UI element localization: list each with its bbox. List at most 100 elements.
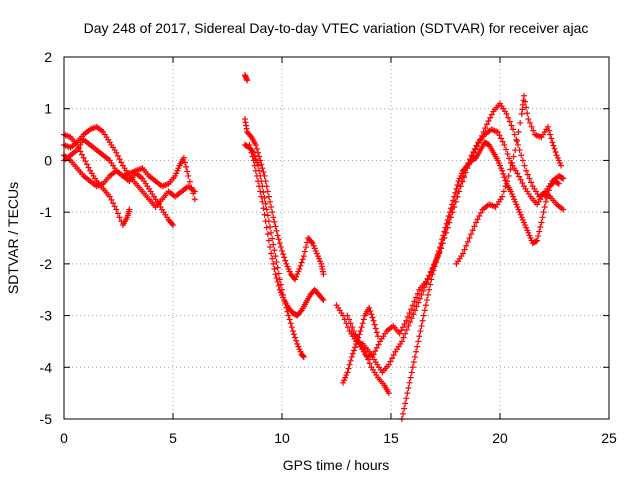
data-point	[396, 330, 403, 337]
data-point	[168, 220, 175, 227]
data-point	[538, 219, 545, 226]
series-track-11	[348, 328, 392, 397]
data-point	[413, 348, 420, 355]
data-point	[411, 353, 418, 360]
data-point	[432, 259, 439, 266]
data-point	[293, 337, 300, 344]
data-point	[272, 253, 279, 260]
data-point	[405, 384, 412, 391]
data-point	[399, 324, 406, 331]
data-point	[273, 258, 280, 265]
data-point	[390, 352, 397, 359]
data-point	[269, 235, 276, 242]
data-point	[403, 317, 410, 324]
series-track-12	[340, 304, 381, 386]
data-point	[501, 174, 508, 181]
data-point	[429, 271, 436, 278]
data-point	[259, 165, 266, 172]
data-point	[399, 410, 406, 417]
data-point	[425, 291, 432, 298]
x-tick-label: 5	[169, 430, 177, 446]
data-point	[551, 145, 558, 152]
data-point	[186, 178, 193, 185]
data-point	[421, 307, 428, 314]
data-point	[445, 213, 452, 220]
data-point	[430, 267, 437, 274]
data-point	[487, 114, 494, 121]
data-point	[287, 320, 294, 327]
data-point	[426, 286, 433, 293]
data-point	[558, 162, 565, 169]
data-point	[452, 189, 459, 196]
data-point	[540, 209, 547, 216]
data-point	[510, 153, 517, 160]
data-point	[286, 316, 293, 323]
data-point	[270, 241, 277, 248]
data-point	[526, 175, 533, 182]
data-point	[366, 360, 373, 367]
data-point	[424, 275, 431, 282]
data-point	[260, 189, 267, 196]
data-point	[358, 324, 365, 331]
data-point	[296, 266, 303, 273]
data-point	[346, 361, 353, 368]
x-axis-label: GPS time / hours	[283, 457, 390, 473]
data-point	[514, 170, 521, 177]
data-point	[418, 291, 425, 298]
data-point	[275, 282, 282, 289]
data-point	[416, 295, 423, 302]
data-point	[502, 183, 509, 190]
data-point	[270, 260, 277, 267]
data-point	[78, 151, 85, 158]
data-point	[385, 390, 392, 397]
data-point	[426, 272, 433, 279]
data-point	[471, 223, 478, 230]
data-point	[267, 198, 274, 205]
data-point	[345, 365, 352, 372]
data-point	[500, 188, 507, 195]
data-point	[352, 344, 359, 351]
data-point	[371, 321, 378, 328]
data-point	[347, 320, 354, 327]
data-point	[519, 180, 526, 187]
data-point	[459, 250, 466, 257]
data-point	[488, 111, 495, 118]
data-point	[536, 228, 543, 235]
axis-ticks	[63, 56, 610, 420]
series-track-2	[61, 152, 176, 229]
data-point	[118, 159, 125, 166]
data-point	[466, 235, 473, 241]
data-point	[406, 309, 413, 316]
y-axis-label: SDTVAR / TECUs	[5, 182, 21, 294]
data-point	[273, 227, 280, 234]
data-point	[285, 312, 292, 319]
data-point	[262, 218, 269, 225]
data-point	[253, 159, 260, 166]
data-point	[126, 206, 133, 213]
data-point	[271, 266, 278, 273]
data-point	[431, 263, 438, 270]
data-point	[511, 131, 518, 138]
series-track-5	[241, 72, 251, 84]
data-point	[407, 374, 414, 381]
data-point	[434, 251, 441, 258]
data-point	[308, 238, 315, 245]
data-point	[267, 244, 274, 251]
data-point	[415, 299, 422, 306]
data-point	[542, 198, 549, 205]
data-point	[264, 231, 271, 238]
data-point	[506, 155, 513, 162]
data-point	[539, 214, 546, 221]
data-point	[422, 302, 429, 309]
data-point	[406, 379, 413, 386]
data-point	[268, 203, 275, 210]
series-track-13	[398, 139, 562, 422]
data-point	[298, 259, 305, 266]
data-point	[370, 317, 377, 324]
data-point	[409, 302, 416, 309]
data-point	[281, 254, 288, 261]
data-point	[111, 203, 118, 210]
data-point	[534, 237, 541, 244]
y-tick-label: 2	[44, 49, 52, 65]
